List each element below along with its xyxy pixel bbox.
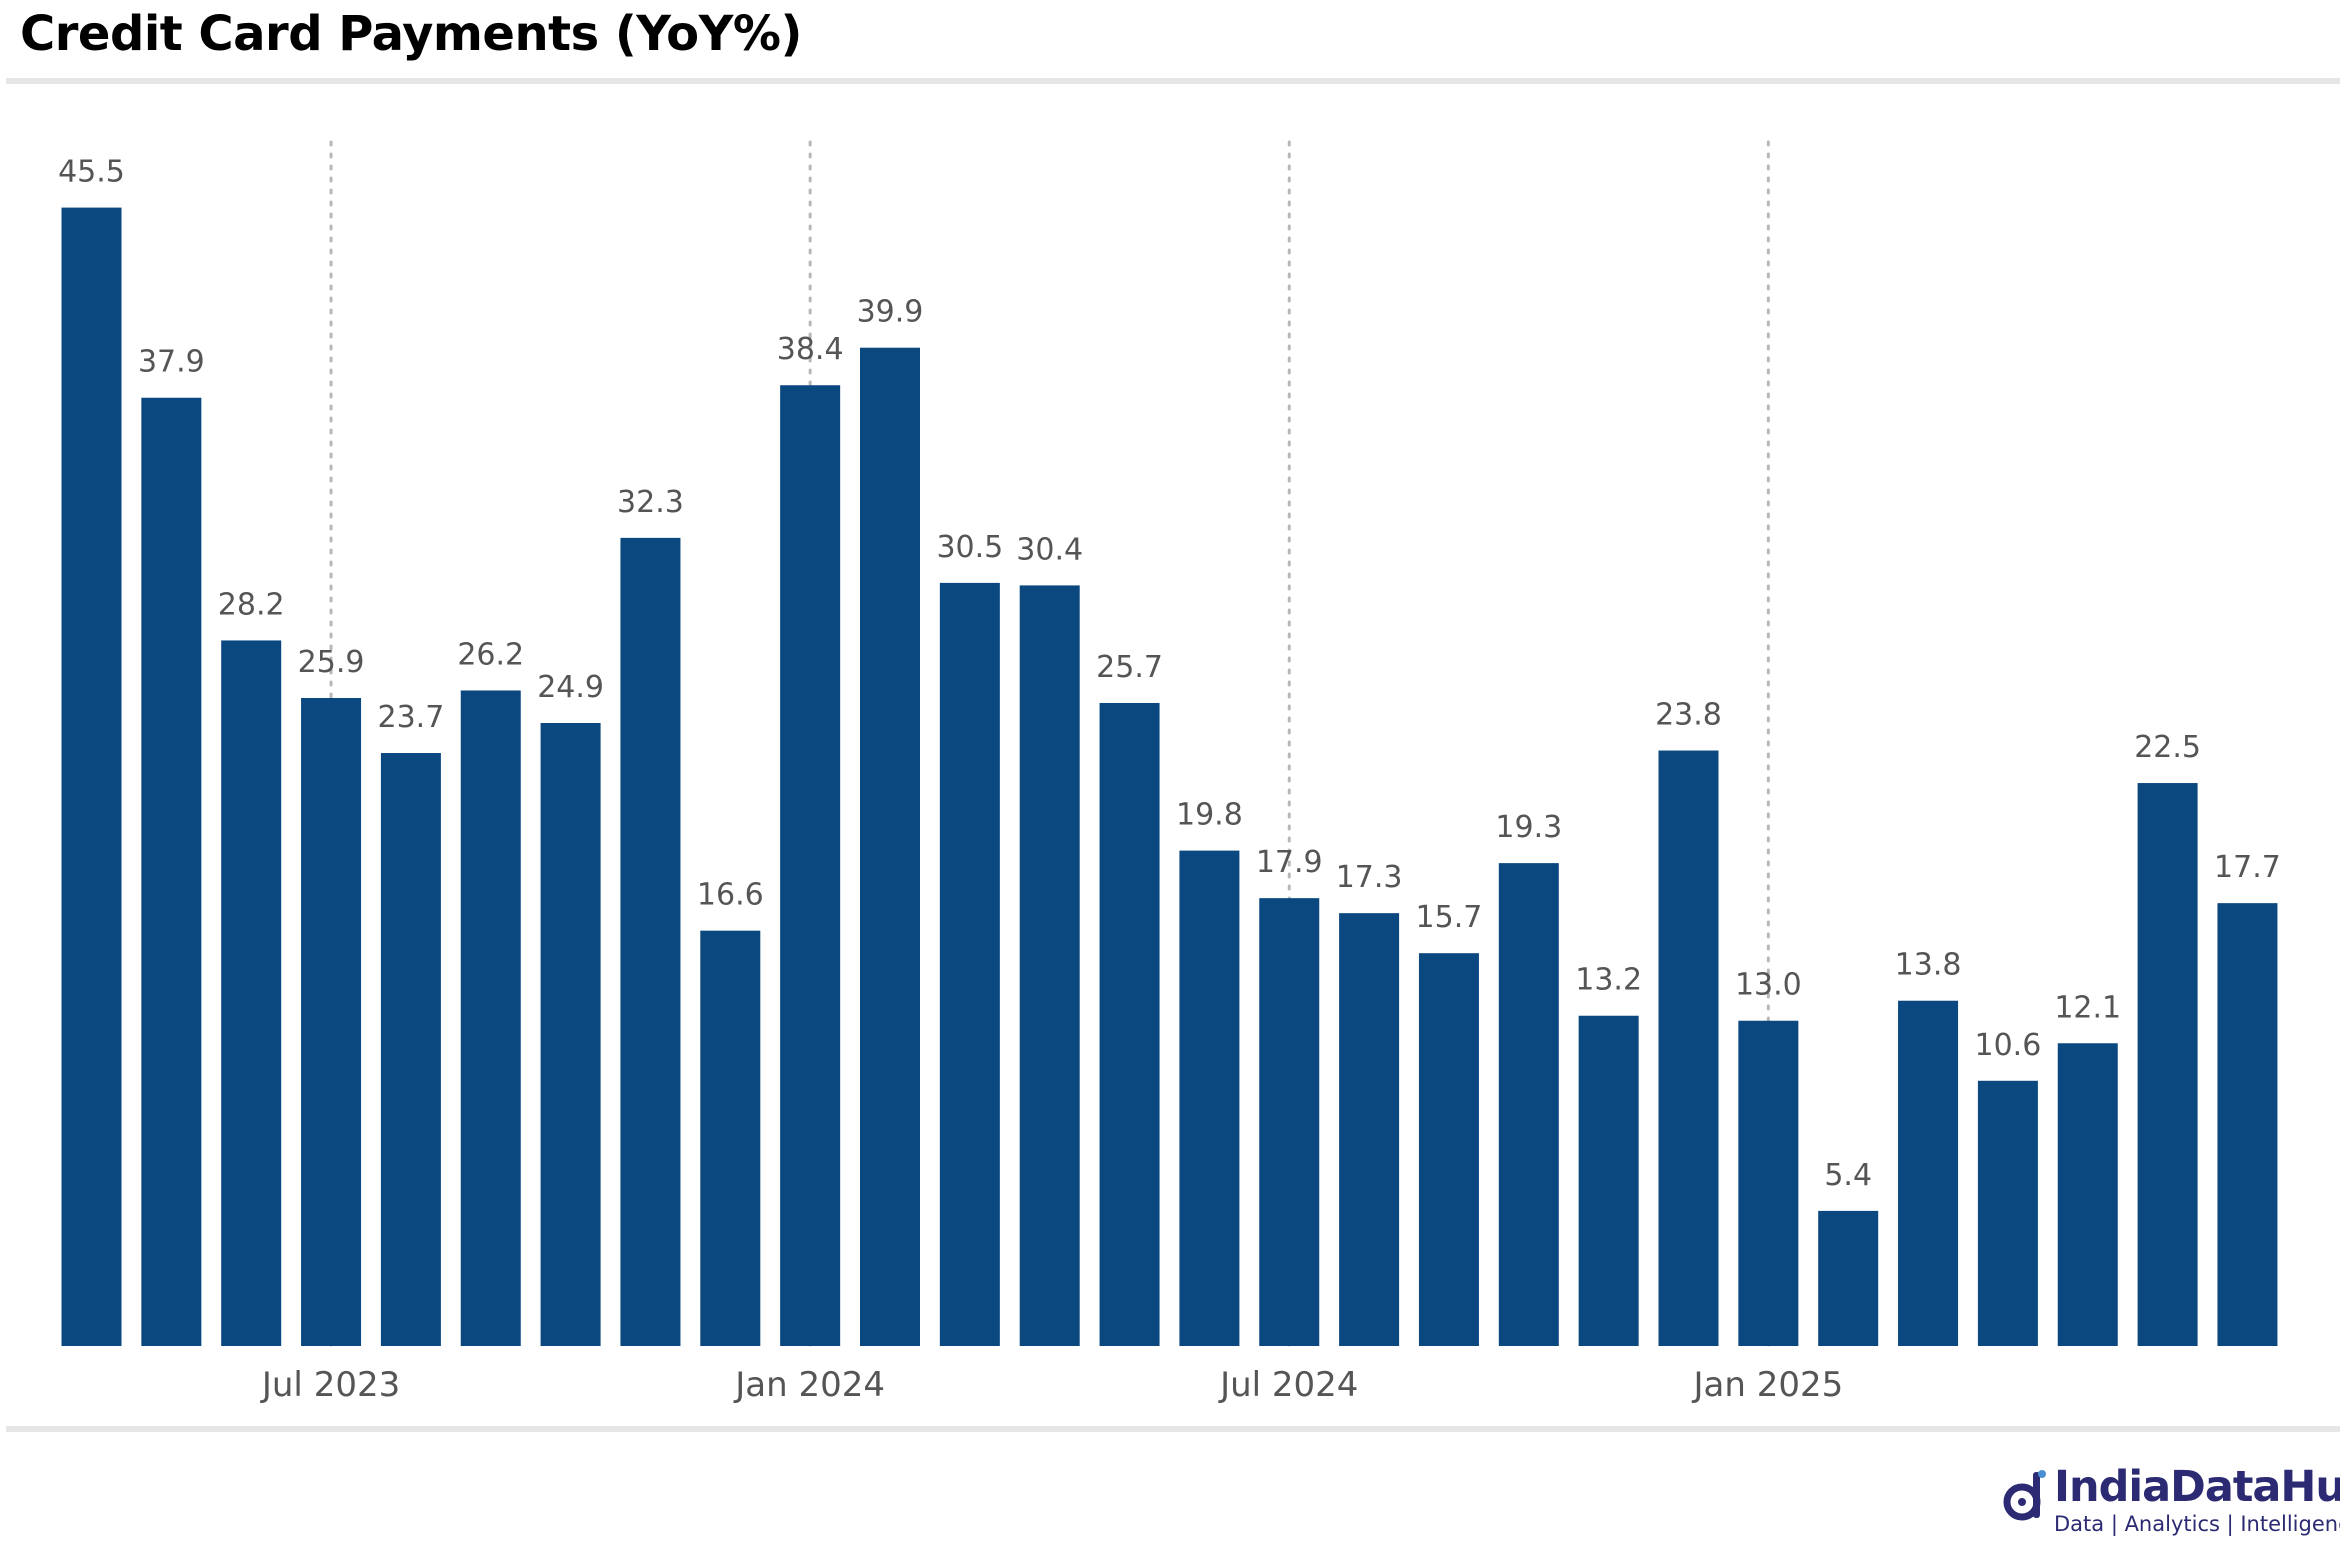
data-label-4: 23.7: [378, 700, 445, 735]
data-label-12: 30.4: [1016, 532, 1083, 567]
chart-title: Credit Card Payments (YoY%): [20, 6, 802, 62]
brand-name: IndiaDataHub: [2054, 1462, 2340, 1512]
bar-19: [1578, 1015, 1639, 1346]
bar-11: [939, 582, 1000, 1346]
bar-chart: 45.5 37.9 28.2 25.9 23.7 26.2 24.9 32.3 16.6 38.4…: [58, 140, 2281, 1405]
bar-12: [1019, 585, 1080, 1346]
data-label-17: 15.7: [1416, 900, 1483, 935]
bar-7: [620, 537, 681, 1346]
data-label-22: 5.4: [1824, 1158, 1872, 1193]
bar-0: [61, 207, 122, 1347]
x-tick-label-1: Jan 2024: [733, 1365, 885, 1405]
data-label-5: 26.2: [457, 637, 524, 672]
data-label-26: 22.5: [2134, 730, 2201, 765]
bar-13: [1099, 702, 1160, 1346]
data-label-13: 25.7: [1096, 650, 1163, 685]
bar-26: [2137, 783, 2198, 1346]
data-label-9: 38.4: [777, 332, 844, 367]
bar-16: [1339, 913, 1400, 1346]
data-label-2: 28.2: [218, 587, 285, 622]
bar-18: [1498, 863, 1559, 1346]
x-tick-label-2: Jul 2024: [1218, 1365, 1358, 1405]
data-label-10: 39.9: [857, 295, 924, 330]
data-label-8: 16.6: [697, 878, 764, 913]
data-label-6: 24.9: [537, 670, 604, 705]
x-tick-label-0: Jul 2023: [260, 1365, 400, 1405]
bar-25: [2057, 1043, 2118, 1346]
bar-22: [1818, 1210, 1879, 1346]
brand-tagline: Data | Analytics | Intelligence: [2054, 1512, 2340, 1536]
data-label-1: 37.9: [138, 345, 205, 380]
data-label-21: 13.0: [1735, 968, 1802, 1003]
data-label-18: 19.3: [1495, 810, 1562, 845]
indiadatahub-logo-icon: [2003, 1470, 2046, 1521]
bar-14: [1179, 850, 1240, 1346]
data-label-15: 17.9: [1256, 845, 1323, 880]
data-label-20: 23.8: [1655, 698, 1722, 733]
bar-17: [1418, 953, 1479, 1346]
bar-3: [301, 697, 362, 1346]
data-label-0: 45.5: [58, 155, 125, 190]
bar-8: [700, 930, 761, 1346]
data-label-3: 25.9: [298, 645, 365, 680]
data-label-23: 13.8: [1895, 948, 1962, 983]
data-label-27: 17.7: [2214, 850, 2281, 885]
brand-logo: IndiaDataHub Data | Analytics | Intellig…: [2000, 1462, 2340, 1542]
bar-15: [1259, 898, 1320, 1346]
bar-2: [221, 640, 282, 1346]
data-label-11: 30.5: [936, 530, 1003, 565]
bar-24: [1977, 1080, 2038, 1346]
bar-27: [2217, 903, 2278, 1346]
bar-1: [141, 397, 202, 1346]
bar-4: [380, 753, 441, 1346]
bar-23: [1898, 1000, 1959, 1346]
data-label-7: 32.3: [617, 485, 684, 520]
bar-20: [1658, 750, 1719, 1346]
bar-5: [460, 690, 521, 1346]
bar-10: [860, 347, 920, 1346]
bar-6: [540, 723, 601, 1346]
data-label-25: 12.1: [2054, 990, 2121, 1025]
bar-9: [780, 385, 841, 1346]
title-divider: [6, 78, 2340, 84]
data-label-24: 10.6: [1975, 1028, 2042, 1063]
data-label-14: 19.8: [1176, 798, 1243, 833]
x-tick-label-3: Jan 2025: [1691, 1365, 1843, 1405]
footer-divider: [6, 1426, 2340, 1432]
data-label-16: 17.3: [1336, 860, 1403, 895]
data-label-19: 13.2: [1575, 963, 1642, 998]
bar-21: [1738, 1020, 1799, 1346]
